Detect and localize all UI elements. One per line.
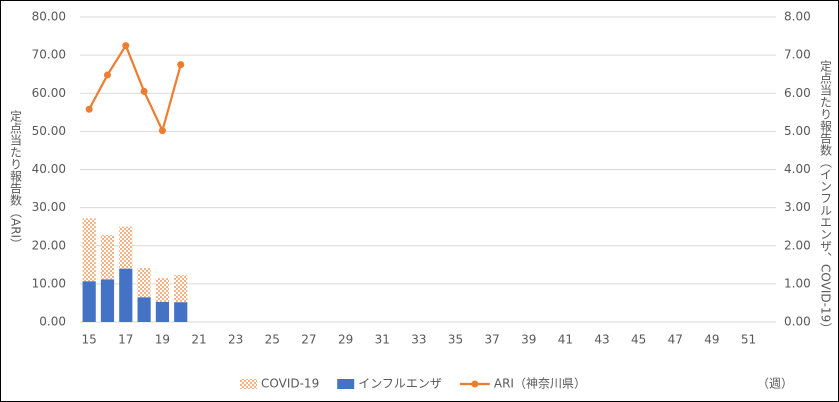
bar bbox=[100, 235, 115, 280]
marker bbox=[177, 61, 185, 69]
bar bbox=[82, 281, 96, 322]
y-tick-label: 40.00 bbox=[32, 162, 66, 176]
x-tick-label: 43 bbox=[594, 333, 609, 347]
y-tick-label: 0.00 bbox=[39, 315, 66, 329]
legend-marker bbox=[471, 380, 479, 388]
marker bbox=[103, 71, 111, 79]
bar bbox=[174, 302, 188, 322]
x-tick-label: 17 bbox=[118, 333, 133, 347]
legend-swatch bbox=[337, 379, 355, 389]
y2-axis-label: 定点当たり報告数（インフルエンザ、COVID-19） bbox=[819, 59, 833, 335]
x-tick-label: 45 bbox=[631, 333, 646, 347]
x-tick-label: 35 bbox=[448, 333, 463, 347]
y2-tick-label: 5.00 bbox=[784, 124, 811, 138]
bar bbox=[174, 275, 188, 303]
x-tick-label: 23 bbox=[228, 333, 243, 347]
bar bbox=[82, 218, 96, 282]
bar bbox=[119, 268, 133, 322]
y2-tick-label: 6.00 bbox=[784, 86, 811, 100]
x-tick-label: 29 bbox=[338, 333, 353, 347]
y2-tick-label: 2.00 bbox=[784, 238, 811, 252]
y-tick-label: 60.00 bbox=[32, 86, 66, 100]
y2-tick-label: 1.00 bbox=[784, 276, 811, 290]
bar bbox=[137, 267, 151, 298]
legend-label: COVID-19 bbox=[261, 377, 319, 391]
bar bbox=[100, 279, 115, 322]
x-tick-label: 47 bbox=[668, 333, 683, 347]
bar bbox=[137, 297, 151, 322]
y2-tick-label: 0.00 bbox=[784, 315, 811, 329]
x-tick-label: 27 bbox=[301, 333, 316, 347]
legend-label: インフルエンザ bbox=[358, 377, 442, 391]
y-tick-label: 20.00 bbox=[32, 238, 66, 252]
line bbox=[88, 43, 182, 134]
y2-tick-label: 8.00 bbox=[784, 10, 811, 24]
x-tick-label: 25 bbox=[265, 333, 280, 347]
y-tick-label: 50.00 bbox=[32, 124, 66, 138]
x-tick-label: 33 bbox=[411, 333, 426, 347]
marker bbox=[140, 87, 148, 95]
legend-label: ARI（神奈川県） bbox=[494, 377, 586, 391]
y-axis-label: 定点当たり報告数（ARI） bbox=[9, 109, 23, 251]
y-tick-label: 30.00 bbox=[32, 200, 66, 214]
x-tick-label: 37 bbox=[484, 333, 499, 347]
y-tick-label: 70.00 bbox=[32, 48, 66, 62]
x-tick-label: 21 bbox=[191, 333, 206, 347]
x-tick-label: 31 bbox=[375, 333, 390, 347]
marker bbox=[85, 105, 93, 113]
x-tick-label: 51 bbox=[741, 333, 756, 347]
bar bbox=[155, 278, 170, 302]
y2-tick-label: 7.00 bbox=[784, 48, 811, 62]
marker bbox=[122, 42, 130, 50]
x-tick-label: 49 bbox=[704, 333, 719, 347]
x-axis-label: （週） bbox=[757, 377, 793, 391]
x-tick-label: 19 bbox=[155, 333, 170, 347]
y-tick-label: 10.00 bbox=[32, 276, 66, 290]
bar bbox=[119, 226, 133, 269]
y2-tick-label: 4.00 bbox=[784, 162, 811, 176]
legend-swatch bbox=[240, 379, 257, 389]
marker bbox=[158, 127, 166, 135]
x-tick-label: 15 bbox=[82, 333, 97, 347]
y-tick-label: 80.00 bbox=[32, 10, 66, 24]
x-tick-label: 41 bbox=[558, 333, 573, 347]
y2-tick-label: 3.00 bbox=[784, 200, 811, 214]
x-tick-label: 39 bbox=[521, 333, 536, 347]
bar bbox=[155, 301, 170, 322]
